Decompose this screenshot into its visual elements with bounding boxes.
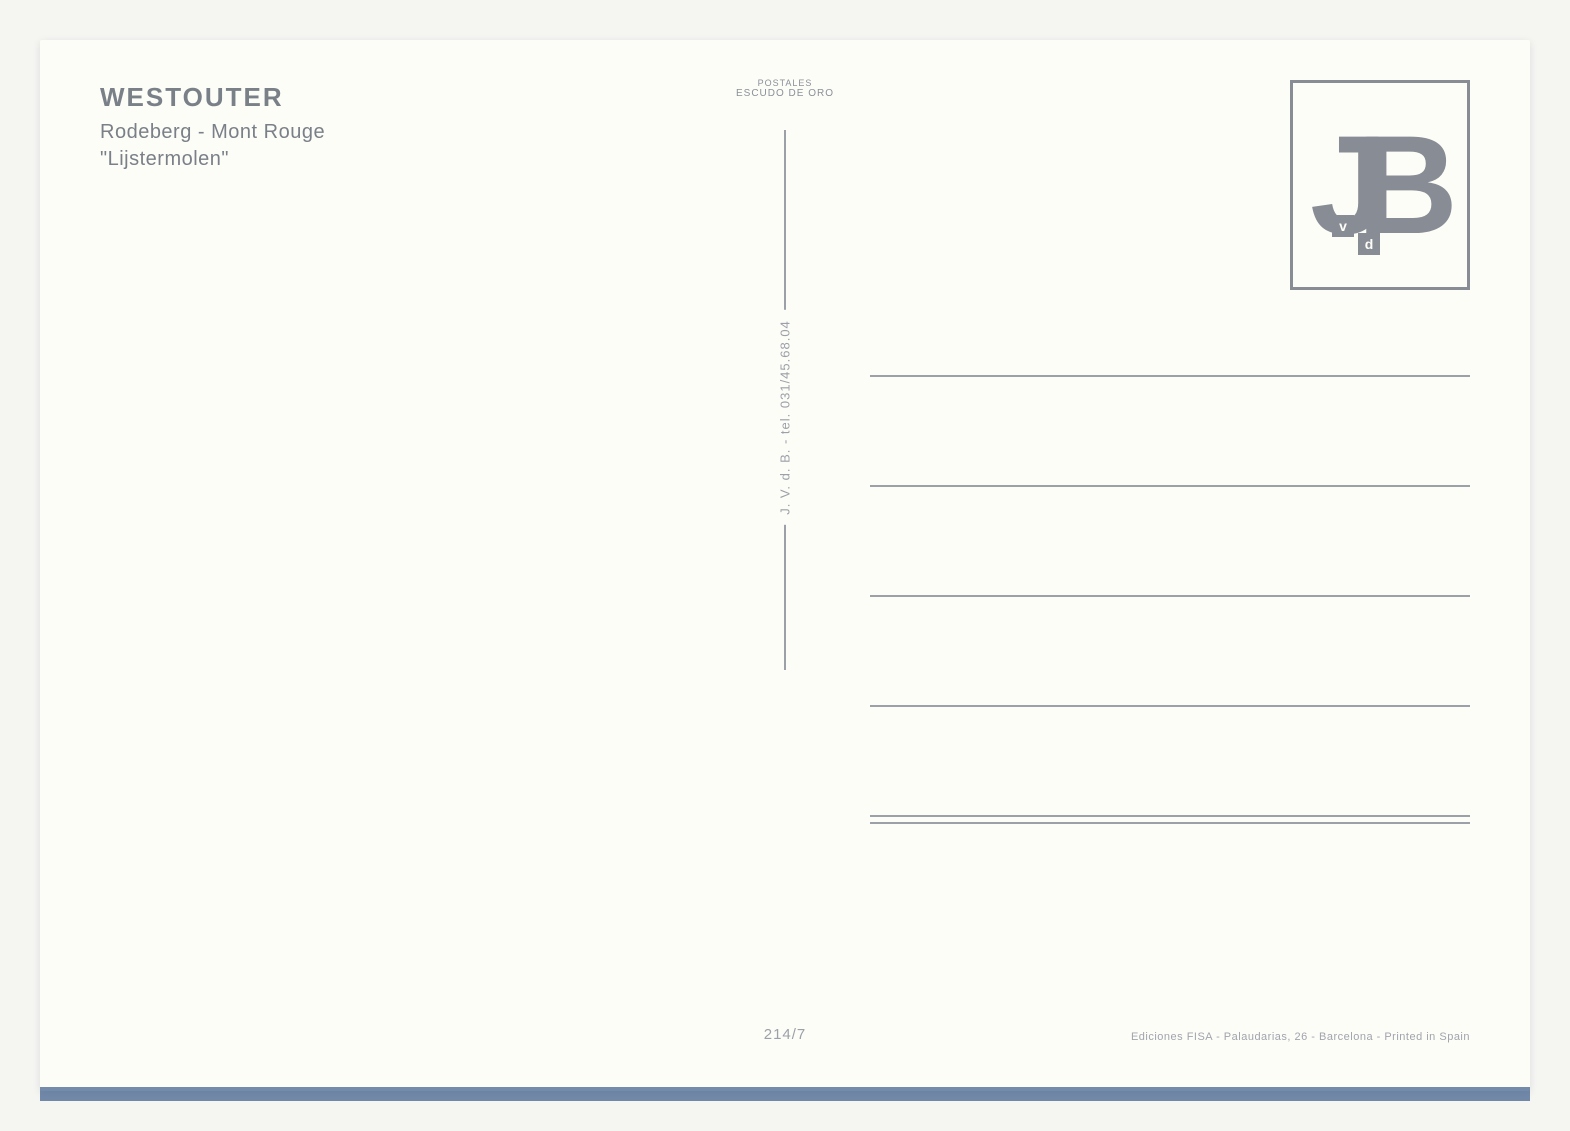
location-name: WESTOUTER [100, 82, 325, 113]
logo-letter-d: d [1358, 233, 1380, 255]
location-title-block: WESTOUTER Rodeberg - Mont Rouge "Lijster… [100, 82, 325, 171]
publisher-contact: J. V. d. B. - tel. 031/45.68.04 [778, 310, 793, 525]
address-line-3 [870, 595, 1470, 597]
publisher-logo: J B v d [1310, 105, 1450, 265]
address-line-4 [870, 705, 1470, 707]
scan-shadow-bar [40, 1087, 1530, 1101]
printer-info: Ediciones FISA - Palaudarias, 26 - Barce… [1131, 1031, 1470, 1043]
address-line-1 [870, 375, 1470, 377]
publisher-mark: POSTALES ESCUDO DE ORO [736, 78, 834, 101]
location-subtitle: Rodeberg - Mont Rouge [100, 121, 325, 144]
publisher-line1: POSTALES [736, 78, 834, 88]
location-caption: "Lijstermolen" [100, 148, 325, 171]
address-line-5-double [870, 815, 1470, 825]
scan-frame: WESTOUTER Rodeberg - Mont Rouge "Lijster… [0, 0, 1570, 1131]
publisher-line2: ESCUDO DE ORO [736, 88, 834, 99]
stamp-box: J B v d [1290, 80, 1470, 290]
logo-letter-v: v [1332, 215, 1354, 237]
postcard-back: WESTOUTER Rodeberg - Mont Rouge "Lijster… [40, 40, 1530, 1091]
address-line-2 [870, 485, 1470, 487]
card-number: 214/7 [764, 1026, 807, 1043]
address-lines-block [870, 375, 1470, 825]
